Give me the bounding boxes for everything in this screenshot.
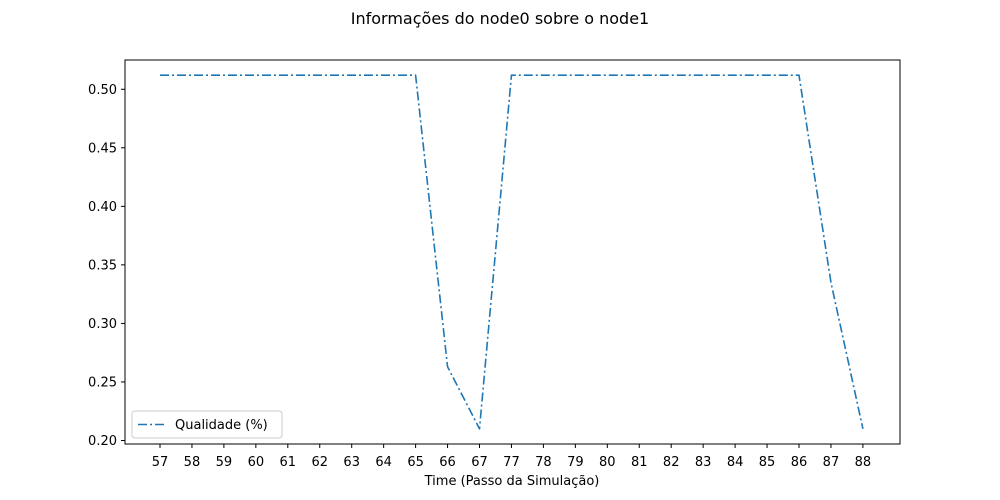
x-tick-label: 85 — [759, 455, 776, 470]
data-point — [734, 74, 736, 76]
x-tick-label: 77 — [503, 455, 520, 470]
x-tick-label: 57 — [152, 455, 169, 470]
y-tick-label: 0.30 — [88, 317, 117, 332]
data-point — [511, 74, 513, 76]
x-tick-label: 63 — [343, 455, 360, 470]
data-point — [670, 74, 672, 76]
data-point — [862, 428, 864, 430]
x-tick-label: 83 — [695, 455, 712, 470]
x-tick-label: 78 — [535, 455, 552, 470]
y-tick-label: 0.35 — [88, 258, 117, 273]
data-point — [287, 74, 289, 76]
x-axis-title: Time (Passo da Simulação) — [424, 474, 600, 489]
data-point — [383, 74, 385, 76]
x-tick-label: 84 — [727, 455, 744, 470]
data-point — [447, 366, 449, 368]
y-tick-label: 0.25 — [88, 375, 117, 390]
data-point — [543, 74, 545, 76]
data-point — [830, 282, 832, 284]
x-tick-label: 61 — [280, 455, 297, 470]
data-point — [191, 74, 193, 76]
x-tick-label: 65 — [407, 455, 424, 470]
y-tick-label: 0.45 — [88, 141, 117, 156]
x-tick-label: 80 — [599, 455, 616, 470]
x-tick-label: 87 — [823, 455, 840, 470]
data-point — [766, 74, 768, 76]
x-tick-label: 66 — [439, 455, 456, 470]
data-point — [798, 74, 800, 76]
x-tick-label: 81 — [631, 455, 648, 470]
x-tick-label: 58 — [184, 455, 201, 470]
legend-box — [131, 410, 283, 439]
x-axis: 57 58 59 60 61 62 63 64 65 66 67 77 78 79 80 81 82 83 84 85… — [152, 444, 871, 470]
data-point — [702, 74, 704, 76]
data-point — [575, 74, 577, 76]
x-tick-label: 59 — [216, 455, 233, 470]
series-layer — [159, 74, 864, 430]
data-point — [607, 74, 609, 76]
x-tick-label: 62 — [311, 455, 328, 470]
data-point — [255, 74, 257, 76]
y-tick-label: 0.50 — [88, 83, 117, 98]
data-point — [638, 74, 640, 76]
y-tick-label: 0.40 — [88, 200, 117, 215]
series-line — [160, 74, 864, 430]
plot-area-frame — [124, 59, 901, 445]
legend-label: Qualidade (%) — [175, 418, 268, 433]
x-tick-label: 82 — [663, 455, 680, 470]
y-axis: 0.20 0.25 0.30 0.35 0.40 0.45 0.50 — [88, 83, 125, 449]
x-tick-label: 88 — [855, 455, 872, 470]
data-point — [415, 74, 417, 76]
y-tick-label: 0.20 — [88, 434, 117, 449]
data-point — [479, 428, 481, 430]
data-point — [159, 74, 161, 76]
x-tick-label: 86 — [791, 455, 808, 470]
x-tick-label: 79 — [567, 455, 584, 470]
x-tick-label: 64 — [375, 455, 392, 470]
chart-title: Informações do node0 sobre o node1 — [351, 9, 649, 28]
data-point — [351, 74, 353, 76]
x-tick-label: 67 — [471, 455, 488, 470]
legend: Qualidade (%) — [131, 410, 283, 439]
x-tick-label: 60 — [248, 455, 265, 470]
data-point — [223, 74, 225, 76]
data-point — [319, 74, 321, 76]
